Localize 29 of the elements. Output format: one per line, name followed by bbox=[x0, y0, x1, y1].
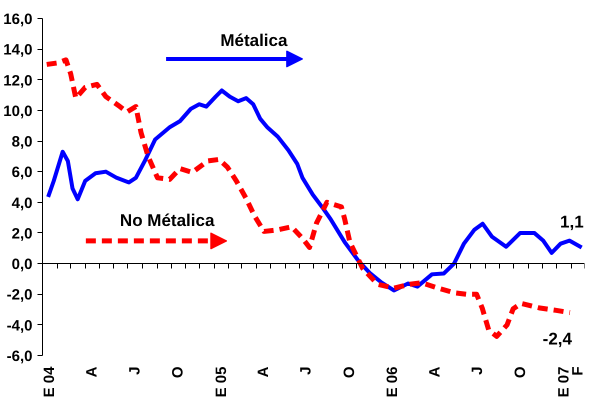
y-tick-label: 4,0 bbox=[12, 194, 33, 212]
x-tick-label: E 06 bbox=[384, 366, 402, 398]
y-tick-label: 6,0 bbox=[12, 164, 33, 182]
x-tick-label: O bbox=[170, 366, 187, 378]
x-tick-label: J bbox=[298, 366, 315, 375]
annotation: 1,1 bbox=[560, 212, 584, 232]
x-tick-label: O bbox=[340, 366, 358, 378]
line-series bbox=[46, 88, 584, 292]
y-tick-label: 12,0 bbox=[3, 72, 33, 90]
y-tick-label: -6,0 bbox=[6, 348, 33, 365]
y-tick-label: 10,0 bbox=[3, 102, 33, 120]
y-tick-label: 8,0 bbox=[12, 134, 33, 151]
y-tick-label: 2,0 bbox=[12, 225, 33, 242]
series-label: No Métalica bbox=[120, 211, 215, 230]
x-tick-label: A bbox=[255, 366, 272, 378]
x-tick-label: O bbox=[512, 366, 530, 378]
x-tick-label: J bbox=[469, 366, 486, 375]
y-tick-label: 0,0 bbox=[12, 256, 33, 274]
y-tick-label: -4,0 bbox=[6, 317, 33, 334]
text: Métalica bbox=[220, 30, 288, 50]
x-tick-label: E 05 bbox=[212, 366, 230, 398]
y-tick-label: 16,0 bbox=[3, 11, 33, 28]
x-tick-label: E 04 bbox=[41, 366, 58, 398]
annotation: -2,4 bbox=[542, 330, 572, 349]
y-tick-label: -2,0 bbox=[6, 286, 33, 304]
x-tick-label: A bbox=[84, 366, 101, 378]
y-tick-label: 14,0 bbox=[3, 42, 33, 59]
x-tick-label: J bbox=[126, 366, 144, 375]
x-tick-label: A bbox=[426, 366, 444, 378]
